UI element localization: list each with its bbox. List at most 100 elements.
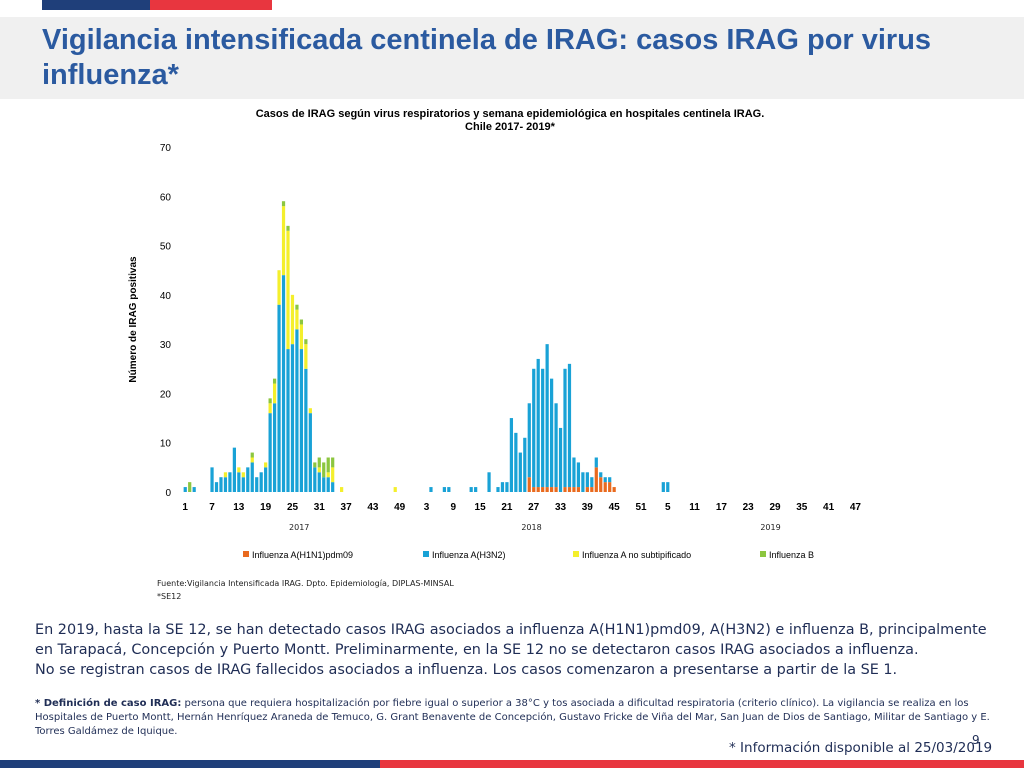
bar-segment [518, 452, 522, 492]
legend-label: Influenza A no subtipificado [582, 550, 691, 560]
bar-segment [545, 344, 549, 488]
top-color-stripe [0, 0, 1024, 10]
x-tick-label: 1 [182, 502, 188, 513]
year-label: 2019 [760, 523, 780, 532]
bar-segment [232, 447, 236, 492]
chart-title-line-2: Chile 2017- 2019* [465, 121, 555, 133]
deaths-paragraph: No se registran casos de IRAG fallecidos… [35, 662, 898, 678]
bar-segment [241, 472, 245, 478]
bar-segment [429, 487, 433, 492]
bar-segment [608, 482, 612, 492]
bar-segment [250, 457, 254, 463]
bar-segment [545, 487, 549, 492]
bar-segment [567, 487, 572, 492]
summary-paragraph: En 2019, hasta la SE 12, se han detectad… [35, 622, 987, 658]
bar-segment [250, 462, 254, 492]
bar-segment [192, 487, 196, 492]
bar-segment [487, 472, 491, 492]
bar-segment [183, 487, 187, 492]
bar-segment [295, 329, 299, 492]
y-tick-label: 20 [160, 389, 172, 400]
year-label: 2017 [289, 523, 309, 532]
bar-segment [527, 477, 531, 492]
x-tick-label: 49 [394, 502, 406, 513]
bar-segment [603, 477, 607, 483]
bottom-color-stripe [0, 760, 1024, 768]
bar-segment [308, 413, 312, 492]
y-tick-label: 70 [160, 143, 172, 154]
x-tick-label: 37 [341, 502, 353, 513]
chart-title-line-1: Casos de IRAG según virus respiratorios … [255, 108, 765, 120]
bar-segment [527, 403, 531, 478]
bar-segment [223, 477, 228, 492]
bar-segment [304, 339, 308, 345]
bar-segment [469, 487, 473, 492]
y-tick-label: 0 [165, 488, 171, 499]
bar-segment [536, 358, 540, 488]
bar-segment [304, 368, 308, 492]
bar-segment [572, 457, 576, 488]
bar-segment [576, 487, 581, 492]
bar-segment [210, 467, 214, 492]
bar-segment [603, 482, 607, 492]
bar-segment [268, 398, 272, 404]
bar-segment [442, 487, 446, 492]
bar-segment [272, 378, 277, 384]
chart-title: Casos de IRAG según virus respiratorios … [150, 108, 870, 134]
bar-segment [340, 487, 344, 492]
bar-segment [295, 304, 299, 310]
bar-segment [585, 472, 589, 488]
bar-segment [563, 368, 567, 488]
bottom-stripe-red [380, 760, 1024, 768]
x-tick-label: 23 [743, 502, 755, 513]
bar-segment [532, 487, 536, 492]
bar-segment [536, 487, 540, 492]
bar-segment [594, 457, 598, 468]
bar-segment [268, 413, 272, 492]
bar-segment [188, 482, 192, 492]
year-label: 2018 [521, 523, 541, 532]
legend-swatch [573, 551, 579, 557]
x-tick-label: 27 [528, 502, 540, 513]
bar-segment [532, 368, 536, 488]
bar-segment [541, 487, 545, 492]
x-tick-label: 41 [823, 502, 835, 513]
bar-segment [237, 472, 241, 492]
legend-swatch [760, 551, 766, 557]
case-definition-text: persona que requiera hospitalización por… [35, 698, 990, 737]
bar-segment [313, 462, 317, 468]
bar-segment [228, 472, 232, 492]
bottom-stripe-blue [0, 760, 380, 768]
bar-segment [255, 477, 259, 492]
x-tick-label: 15 [475, 502, 487, 513]
case-definition: * Definición de caso IRAG: persona que r… [35, 697, 1000, 739]
bar-segment [523, 437, 527, 492]
y-tick-label: 60 [160, 192, 172, 203]
x-tick-label: 17 [716, 502, 728, 513]
bar-segment [500, 482, 505, 492]
x-tick-label: 5 [665, 502, 671, 513]
bar-segment [331, 482, 335, 492]
title-band [0, 17, 1024, 99]
bar-segment [563, 487, 567, 492]
bar-segment [268, 403, 272, 414]
bar-segment [308, 408, 312, 414]
bar-segment [317, 467, 321, 473]
page-title: Vigilancia intensificada centinela de IR… [42, 24, 932, 91]
bar-segment [304, 344, 308, 369]
x-tick-label: 29 [769, 502, 781, 513]
x-tick-label: 43 [367, 502, 379, 513]
bar-segment [264, 467, 268, 492]
x-tick-label: 7 [209, 502, 215, 513]
info-date-note: * Información disponible al 25/03/2019 [729, 740, 993, 756]
bar-segment [317, 457, 321, 468]
legend-label: Influenza A(H3N2) [432, 550, 506, 560]
y-tick-label: 30 [160, 340, 172, 351]
x-tick-label: 39 [582, 502, 594, 513]
x-tick-label: 19 [260, 502, 272, 513]
bar-segment [295, 309, 299, 330]
bar-segment [277, 270, 281, 305]
bar-segment [554, 487, 558, 492]
y-axis-label: Número de IRAG positivas [128, 256, 139, 383]
bar-segment [322, 462, 326, 478]
